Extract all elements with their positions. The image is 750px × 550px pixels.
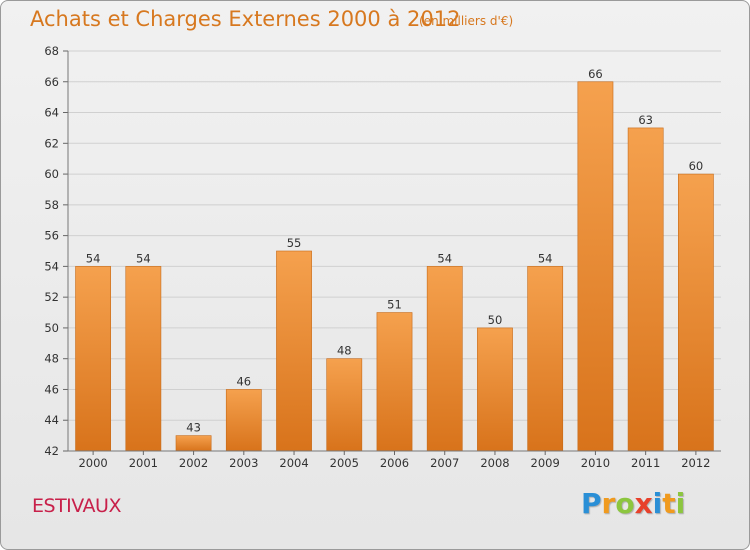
bar-2007[interactable] xyxy=(426,266,463,452)
bar-2009[interactable] xyxy=(527,266,564,452)
y-tick-label: 44 xyxy=(44,413,59,427)
x-tick-label: 2005 xyxy=(330,456,359,470)
y-tick-label: 68 xyxy=(44,44,59,58)
bar-value-label: 50 xyxy=(488,313,503,327)
bar-value-label: 54 xyxy=(538,251,553,265)
x-tick-label: 2012 xyxy=(681,456,710,470)
y-tick-label: 52 xyxy=(44,290,59,304)
y-tick-label: 42 xyxy=(44,444,59,458)
x-tick-label: 2002 xyxy=(179,456,208,470)
bar-2012[interactable] xyxy=(678,173,714,452)
bar-2002[interactable] xyxy=(175,435,212,452)
bar-2006[interactable] xyxy=(376,312,413,452)
logo-letter: i xyxy=(675,487,686,520)
x-tick-label: 2010 xyxy=(581,456,610,470)
bar-value-label: 48 xyxy=(337,344,352,358)
bar-2010[interactable] xyxy=(577,81,614,452)
bar-value-label: 51 xyxy=(387,298,402,312)
x-tick-label: 2009 xyxy=(531,456,560,470)
bar-2000[interactable] xyxy=(75,266,111,452)
bar-value-label: 54 xyxy=(86,251,101,265)
proxiti-logo[interactable]: Proxiti xyxy=(581,487,685,520)
place-name: ESTIVAUX xyxy=(32,495,121,517)
x-tick-label: 2007 xyxy=(430,456,459,470)
chart-title: Achats et Charges Externes 2000 à 2012 xyxy=(30,7,461,31)
bar-2008[interactable] xyxy=(477,327,513,452)
logo-letter: o xyxy=(615,487,635,520)
bar-2005[interactable] xyxy=(326,358,363,452)
bar-2001[interactable] xyxy=(125,266,162,452)
bar-2011[interactable] xyxy=(627,127,664,452)
bar-value-label: 43 xyxy=(186,421,201,435)
logo-letter: x xyxy=(634,487,653,520)
y-tick-label: 60 xyxy=(44,167,59,181)
bar-value-label: 54 xyxy=(136,251,151,265)
bar-value-label: 63 xyxy=(638,113,653,127)
y-tick-label: 66 xyxy=(44,75,59,89)
logo-letter: r xyxy=(601,487,616,520)
x-tick-label: 2006 xyxy=(380,456,409,470)
bar-value-label: 55 xyxy=(287,236,302,250)
logo-letter: P xyxy=(581,487,602,520)
bar-value-label: 54 xyxy=(437,251,452,265)
x-tick-label: 2004 xyxy=(279,456,308,470)
logo-letter: t xyxy=(662,487,676,520)
y-tick-label: 50 xyxy=(44,321,59,335)
x-tick-label: 2011 xyxy=(631,456,660,470)
x-tick-label: 2003 xyxy=(229,456,258,470)
bar-value-label: 66 xyxy=(588,67,603,81)
x-tick-label: 2001 xyxy=(129,456,158,470)
y-tick-label: 62 xyxy=(44,136,59,150)
bar-2003[interactable] xyxy=(225,389,262,452)
logo-letter: i xyxy=(652,487,663,520)
bar-value-label: 46 xyxy=(236,374,251,388)
y-tick-label: 48 xyxy=(44,352,59,366)
chart-subtitle: (en milliers d'€) xyxy=(419,14,514,28)
y-tick-label: 54 xyxy=(44,259,59,273)
x-tick-label: 2000 xyxy=(78,456,107,470)
x-tick-label: 2008 xyxy=(480,456,509,470)
bar-value-label: 60 xyxy=(689,159,704,173)
bar-2004[interactable] xyxy=(276,250,312,452)
y-tick-label: 58 xyxy=(44,198,59,212)
y-tick-label: 56 xyxy=(44,229,59,243)
y-tick-label: 46 xyxy=(44,382,59,396)
y-tick-label: 64 xyxy=(44,106,59,120)
